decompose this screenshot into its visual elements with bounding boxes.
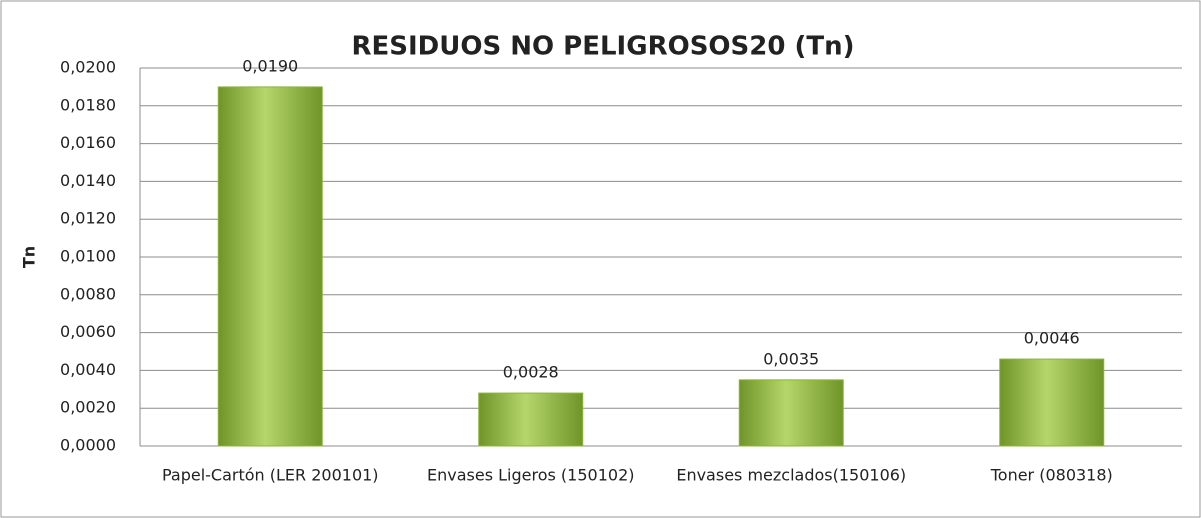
y-tick-label: 0,0100 [60, 247, 116, 266]
y-tick-label: 0,0040 [60, 360, 116, 379]
bar [999, 358, 1105, 447]
bar [217, 86, 323, 447]
data-label: 0,0035 [763, 349, 819, 368]
x-tick-label: Envases mezclados(150106) [676, 466, 906, 485]
x-tick-label: Papel-Cartón (LER 200101) [162, 466, 379, 485]
y-tick-label: 0,0200 [60, 58, 116, 77]
y-tick-label: 0,0060 [60, 322, 116, 341]
y-tick-label: 0,0020 [60, 398, 116, 417]
data-label: 0,0028 [503, 363, 559, 382]
y-tick-label: 0,0180 [60, 95, 116, 114]
y-axis-label: Tn [20, 246, 39, 268]
bar [738, 379, 844, 447]
y-tick-label: 0,0080 [60, 284, 116, 303]
x-tick-label: Envases Ligeros (150102) [427, 466, 634, 485]
y-tick-label: 0,0160 [60, 133, 116, 152]
data-label: 0,0046 [1024, 329, 1080, 348]
bar [478, 392, 584, 447]
y-tick-label: 0,0140 [60, 171, 116, 190]
chart-title: RESIDUOS NO PELIGROSOS20 (Tn) [352, 32, 855, 62]
y-tick-label: 0,0000 [60, 436, 116, 455]
x-tick-label: Toner (080318) [990, 466, 1113, 485]
data-label: 0,0190 [242, 56, 298, 75]
y-tick-label: 0,0120 [60, 209, 116, 228]
